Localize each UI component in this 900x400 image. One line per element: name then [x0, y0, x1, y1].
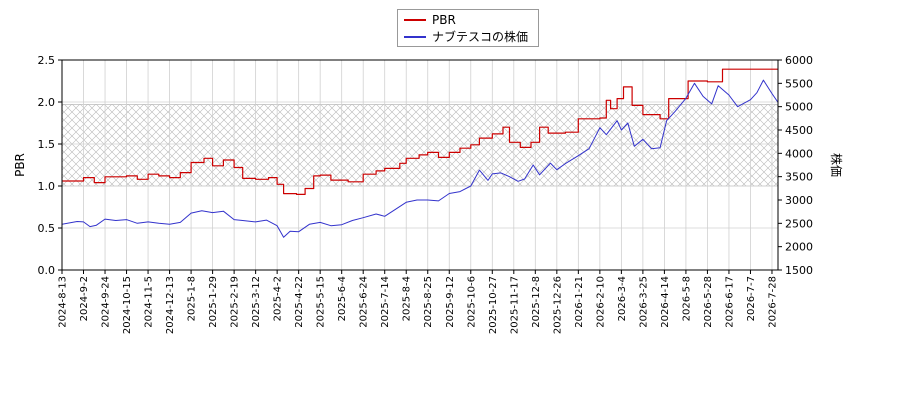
x-tick-label: 2026-6-17	[724, 276, 735, 328]
y-left-tick-label: 2.5	[38, 54, 56, 67]
x-tick-label: 2025-7-14	[380, 276, 391, 328]
y-right-tick-label: 5500	[785, 77, 813, 90]
y-left-tick-label: 1.0	[38, 180, 56, 193]
x-tick-label: 2024-10-15	[122, 276, 133, 334]
x-tick-label: 2025-6-4	[337, 276, 348, 321]
y-left-tick-label: 0.5	[38, 222, 56, 235]
legend-swatch-pbr	[404, 19, 426, 21]
y-right-tick-label: 2000	[785, 241, 813, 254]
x-tick-label: 2024-12-13	[165, 276, 176, 334]
legend-label-pbr: PBR	[432, 13, 456, 27]
legend-swatch-price	[404, 36, 426, 38]
x-tick-label: 2025-1-8	[187, 276, 198, 321]
y-right-tick-label: 2500	[785, 217, 813, 230]
x-tick-label: 2026-3-25	[638, 276, 649, 328]
x-tick-label: 2025-2-19	[230, 276, 241, 328]
legend-label-price: ナブテスコの株価	[432, 30, 529, 44]
x-tick-label: 2026-5-28	[703, 276, 714, 328]
x-tick-label: 2024-8-13	[58, 276, 69, 328]
x-tick-label: 2026-7-28	[767, 276, 778, 328]
x-tick-label: 2024-9-2	[79, 276, 90, 321]
x-tick-label: 2025-10-6	[466, 276, 477, 328]
y-right-tick-label: 6000	[785, 54, 813, 67]
legend-item-price: ナブテスコの株価	[404, 29, 528, 45]
y-right-tick-label: 3000	[785, 194, 813, 207]
x-tick-label: 2025-11-17	[509, 276, 520, 334]
y-right-tick-label: 3500	[785, 171, 813, 184]
y-axis-right-label: 株価	[829, 153, 844, 177]
x-tick-label: 2025-4-2	[273, 276, 284, 321]
x-tick-label: 2025-5-15	[316, 276, 327, 328]
y-right-tick-label: 1500	[785, 264, 813, 277]
x-tick-label: 2026-2-10	[595, 276, 606, 328]
y-left-tick-label: 2.0	[38, 96, 56, 109]
legend-item-pbr: PBR	[404, 12, 456, 28]
legend: PBR ナブテスコの株価	[397, 9, 539, 47]
y-right-tick-label: 4000	[785, 147, 813, 160]
x-tick-label: 2025-8-4	[402, 276, 413, 321]
x-tick-label: 2025-3-12	[251, 276, 262, 328]
x-tick-label: 2025-12-26	[552, 276, 563, 334]
x-tick-label: 2024-11-5	[144, 276, 155, 328]
x-tick-label: 2025-1-29	[208, 276, 219, 328]
x-tick-label: 2026-4-14	[660, 276, 671, 328]
x-tick-label: 2026-1-21	[574, 276, 585, 328]
plot-frame	[61, 59, 779, 271]
x-tick-label: 2025-10-27	[488, 276, 499, 334]
y-axis-left-label: PBR	[13, 153, 27, 177]
y-right-tick-label: 4500	[785, 124, 813, 137]
x-tick-label: 2025-8-25	[423, 276, 434, 328]
y-right-tick-label: 5000	[785, 101, 813, 114]
y-left-tick-label: 0.0	[38, 264, 56, 277]
series-line-pbr	[62, 68, 778, 195]
x-tick-label: 2026-7-7	[746, 276, 757, 321]
x-tick-label: 2025-4-22	[294, 276, 305, 328]
x-tick-label: 2025-6-24	[359, 276, 370, 328]
y-left-tick-label: 1.5	[38, 138, 56, 151]
x-tick-label: 2026-5-8	[681, 276, 692, 321]
series-line-price	[62, 79, 778, 238]
x-tick-label: 2025-12-8	[531, 276, 542, 328]
x-tick-label: 2026-3-4	[617, 276, 628, 321]
x-tick-label: 2025-9-12	[445, 276, 456, 328]
x-tick-label: 2024-9-24	[101, 276, 112, 328]
